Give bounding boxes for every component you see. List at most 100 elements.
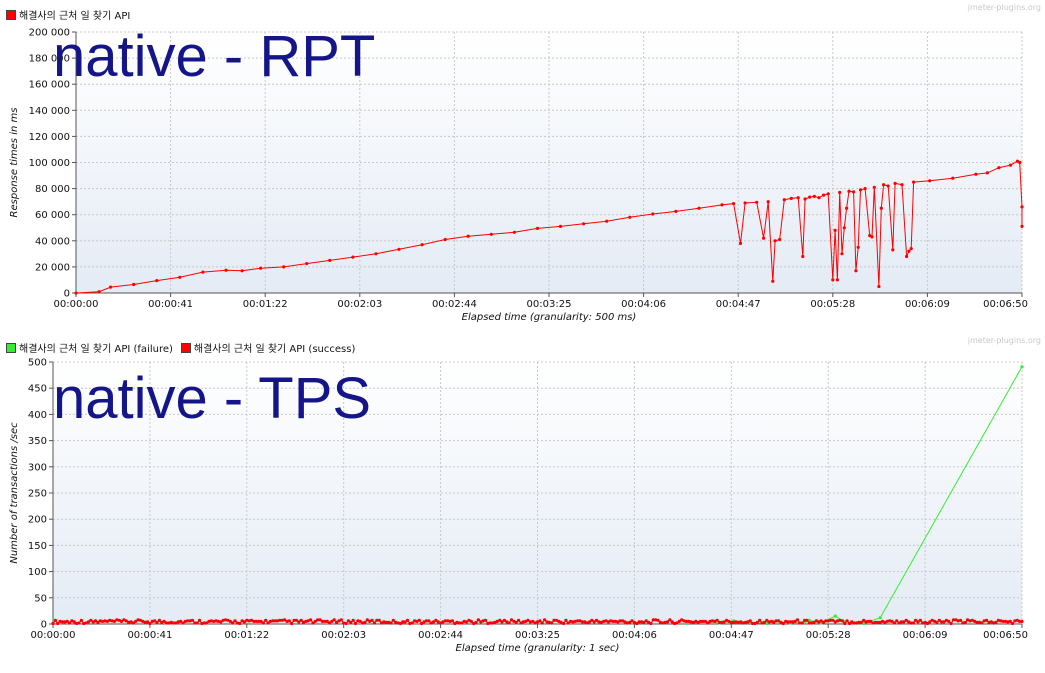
data-point — [808, 195, 812, 199]
data-point — [720, 620, 724, 624]
data-point — [911, 621, 915, 625]
data-point — [772, 620, 776, 624]
data-point — [773, 239, 777, 243]
data-point — [561, 621, 566, 626]
watermark: jmeter-plugins.org — [967, 3, 1041, 12]
data-point — [765, 621, 769, 626]
data-point — [857, 620, 861, 624]
data-point — [397, 247, 401, 251]
data-point — [831, 618, 835, 622]
data-point — [547, 620, 551, 624]
x-tick-label: 00:02:03 — [337, 299, 382, 310]
data-point — [60, 620, 65, 624]
data-point — [675, 621, 679, 625]
data-point — [578, 619, 582, 623]
data-point — [963, 620, 967, 624]
data-point — [495, 619, 499, 623]
data-point — [330, 619, 334, 623]
x-tick-label: 00:00:00 — [31, 630, 76, 641]
data-point — [554, 618, 559, 622]
data-point — [651, 618, 655, 622]
data-point — [859, 620, 863, 624]
data-point — [1008, 619, 1012, 623]
data-point — [843, 621, 847, 626]
data-point — [531, 619, 535, 623]
data-point — [677, 619, 681, 623]
data-point — [710, 619, 715, 623]
data-point — [628, 215, 632, 219]
rpt-chart: 0 20 000 40 000 60 000 80 000 100 000 120 000 1… — [9, 28, 1028, 324]
data-point — [852, 190, 856, 194]
data-point — [58, 619, 62, 623]
data-point — [639, 620, 644, 624]
data-point — [346, 619, 350, 623]
data-point — [777, 619, 781, 623]
x-axis-title: Elapsed time (granularity: 500 ms) — [462, 312, 637, 323]
data-point — [157, 618, 161, 622]
data-point — [512, 230, 517, 234]
data-point — [186, 619, 190, 623]
data-point — [905, 254, 909, 259]
data-point — [342, 621, 346, 625]
y-tick-label: 20 000 — [35, 262, 70, 273]
data-point — [273, 619, 277, 623]
data-point — [167, 621, 171, 625]
data-point — [320, 619, 324, 623]
data-point — [635, 621, 639, 626]
data-point — [122, 618, 126, 622]
data-point — [252, 619, 256, 623]
data-point — [918, 618, 923, 622]
data-point — [831, 278, 835, 282]
data-point — [379, 621, 384, 625]
y-axis-title: Response times in ms — [9, 108, 20, 218]
data-point — [56, 621, 60, 626]
data-point — [870, 235, 874, 239]
data-point — [789, 196, 793, 200]
data-point — [974, 172, 978, 176]
data-point — [228, 619, 232, 623]
y-tick-label: 150 — [28, 541, 47, 552]
data-point — [812, 620, 816, 624]
data-point — [984, 618, 989, 622]
data-point — [940, 620, 944, 624]
data-point — [835, 278, 840, 282]
data-point — [866, 619, 871, 623]
data-point — [457, 621, 462, 625]
data-point — [387, 620, 391, 624]
data-point — [450, 619, 454, 623]
data-point — [734, 620, 738, 624]
data-point — [353, 621, 358, 626]
data-point — [760, 621, 764, 625]
data-point — [53, 618, 58, 622]
data-point — [909, 247, 913, 251]
data-point — [351, 255, 355, 259]
data-point — [327, 621, 332, 625]
data-point — [145, 620, 150, 624]
data-point — [842, 226, 846, 230]
data-point — [1020, 619, 1024, 623]
data-point — [462, 619, 466, 623]
data-point — [127, 620, 131, 624]
x-tick-label: 00:04:06 — [612, 630, 657, 641]
y-tick-label: 200 — [28, 515, 47, 526]
y-tick-label: 140 000 — [29, 106, 70, 117]
data-point — [876, 620, 880, 624]
x-tick-label: 00:06:09 — [905, 299, 950, 310]
x-tick-label: 00:00:41 — [127, 630, 172, 641]
data-point — [129, 620, 133, 624]
data-point — [975, 620, 979, 624]
data-point — [299, 618, 303, 622]
data-point — [942, 620, 946, 624]
data-point — [231, 621, 235, 625]
data-point — [850, 620, 854, 624]
data-point — [179, 619, 183, 623]
data-point — [564, 618, 568, 622]
x-tick-label: 00:06:09 — [903, 630, 948, 641]
data-point — [668, 618, 672, 622]
data-point — [103, 619, 107, 623]
data-point — [455, 620, 459, 624]
data-point — [439, 621, 443, 625]
data-point — [966, 618, 970, 622]
data-point — [528, 620, 533, 624]
data-point — [205, 621, 209, 625]
